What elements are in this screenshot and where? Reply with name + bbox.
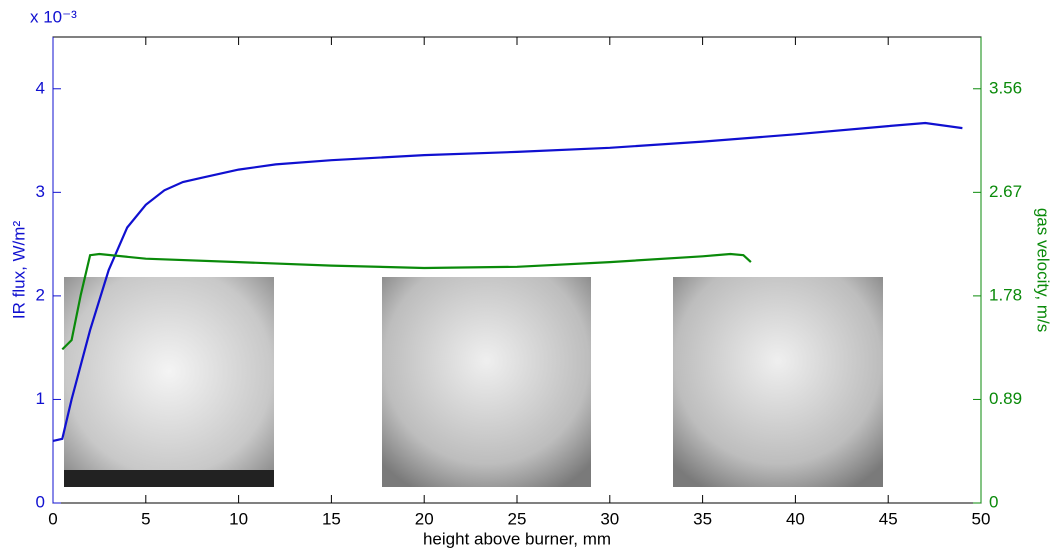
x-tick-label: 0 <box>48 509 57 528</box>
x-tick-label: 50 <box>972 509 991 528</box>
x-tick-label: 25 <box>508 509 527 528</box>
y-axis-label: IR flux, W/m² <box>9 221 28 320</box>
y-tick-label: 0 <box>36 492 45 511</box>
x-tick-label: 45 <box>879 509 898 528</box>
x-tick-label: 15 <box>322 509 341 528</box>
x-tick-label: 30 <box>600 509 619 528</box>
inset-photo-edge <box>64 470 274 487</box>
y-multiplier: x 10⁻³ <box>30 7 77 26</box>
inset-photo <box>64 277 274 487</box>
inset-photo <box>382 277 591 487</box>
y-tick-label: 4 <box>36 78 45 97</box>
y2-tick-label: 0 <box>989 492 998 511</box>
y2-axis-label: gas velocity, m/s <box>1034 208 1053 332</box>
y2-tick-label: 3.56 <box>989 78 1022 97</box>
x-tick-label: 40 <box>786 509 805 528</box>
y2-tick-label: 2.67 <box>989 182 1022 201</box>
data-line <box>61 252 752 351</box>
x-tick-label: 5 <box>141 509 150 528</box>
inset-photos <box>64 277 883 487</box>
x-tick-label: 10 <box>229 509 248 528</box>
y-tick-label: 1 <box>36 389 45 408</box>
x-tick-label: 35 <box>693 509 712 528</box>
x-tick-label: 20 <box>415 509 434 528</box>
y2-tick-label: 0.89 <box>989 389 1022 408</box>
inset-photo <box>673 277 883 487</box>
y-tick-label: 2 <box>36 285 45 304</box>
x-axis-label: height above burner, mm <box>423 529 611 548</box>
y2-tick-label: 1.78 <box>989 285 1022 304</box>
data-line <box>52 121 963 442</box>
y-tick-label: 3 <box>36 182 45 201</box>
